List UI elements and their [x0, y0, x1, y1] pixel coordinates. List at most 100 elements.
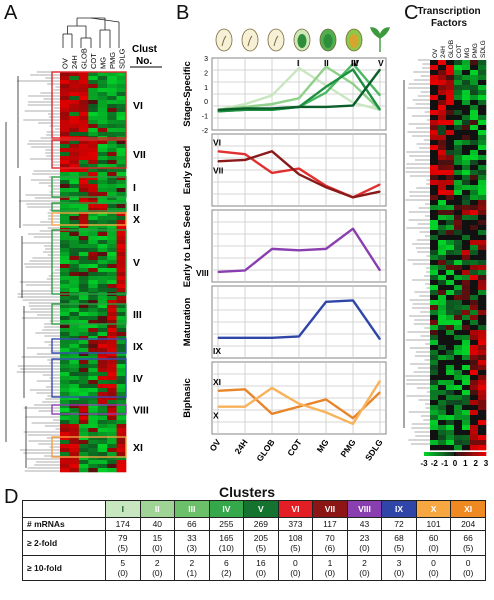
- heatmap-cell: [69, 264, 80, 269]
- tf-heatmap-cell: [430, 75, 439, 81]
- data-point: [298, 106, 300, 108]
- heatmap-cell: [88, 308, 99, 313]
- column-label: SDLG: [117, 48, 126, 69]
- tf-heatmap-cell: [462, 435, 471, 441]
- heatmap-cell: [78, 108, 89, 113]
- tf-heatmap-cell: [454, 145, 463, 151]
- tf-heatmap-cell: [446, 295, 455, 301]
- heatmap-cell: [69, 108, 80, 113]
- cluster-header-cell: VII: [312, 500, 348, 518]
- heatmap-cell: [60, 328, 70, 333]
- data-point: [271, 107, 273, 109]
- heatmap-cell: [107, 420, 117, 425]
- heatmap-cell: [116, 424, 127, 429]
- heatmap-cell: [97, 452, 108, 457]
- tf-heatmap-cell: [446, 285, 455, 291]
- heatmap-cell: [97, 236, 108, 241]
- heatmap-cell: [97, 468, 108, 473]
- tf-heatmap-cell: [438, 215, 447, 221]
- tf-heatmap-cell: [446, 95, 455, 101]
- heatmap-cell: [97, 316, 108, 321]
- data-point: [271, 413, 273, 415]
- tf-heatmap-cell: [478, 160, 487, 166]
- heatmap-cell: [97, 220, 108, 225]
- color-scale-swatch: [439, 452, 441, 456]
- heatmap-cell: [116, 288, 127, 293]
- data-point: [244, 337, 246, 339]
- tf-heatmap-cell: [470, 70, 479, 76]
- heatmap-cell: [88, 80, 99, 85]
- tf-heatmap-cell: [430, 80, 439, 86]
- heatmap-cell: [69, 352, 80, 357]
- tf-heatmap-cell: [462, 75, 471, 81]
- heatmap-cell: [116, 396, 127, 401]
- cell-count: 15: [152, 533, 163, 543]
- tf-heatmap-cell: [462, 135, 471, 141]
- series-label: II: [324, 58, 329, 68]
- heatmap-cell: [107, 336, 117, 341]
- heatmap-cell: [97, 400, 108, 405]
- heatmap-cell: [78, 172, 89, 177]
- heatmap-cell: [69, 392, 80, 397]
- tf-heatmap-cell: [446, 405, 455, 411]
- heatmap-cell: [107, 356, 117, 361]
- tf-heatmap-cell: [478, 230, 487, 236]
- tf-heatmap-cell: [430, 330, 439, 336]
- heatmap-cell: [116, 188, 127, 193]
- heatmap-cell: [97, 184, 108, 189]
- heatmap-cell: [88, 180, 99, 185]
- tf-heatmap-cell: [438, 250, 447, 256]
- tf-heatmap-cell: [478, 125, 487, 131]
- tf-heatmap-cell: [478, 200, 487, 206]
- table-cell: 5 (0): [105, 555, 141, 581]
- table-cell: 6 (2): [208, 555, 245, 581]
- color-scale-swatch: [458, 452, 460, 456]
- cell-tf-count: (0): [152, 568, 163, 578]
- heatmap-cell: [107, 352, 117, 357]
- heatmap-cell: [78, 100, 89, 105]
- embryo-icon: [247, 35, 253, 47]
- heatmap-cell: [69, 376, 80, 381]
- y-tick-label: 1: [204, 85, 208, 92]
- heatmap-cell: [78, 388, 89, 393]
- heatmap-cell: [78, 352, 89, 357]
- heatmap-cell: [116, 160, 127, 165]
- tf-heatmap-cell: [462, 330, 471, 336]
- heatmap-cell: [88, 456, 99, 461]
- cell-tf-count: (5): [290, 543, 301, 553]
- color-scale-swatch: [425, 452, 427, 456]
- heatmap-cell: [107, 324, 117, 329]
- tf-heatmap-cell: [430, 120, 439, 126]
- tf-heatmap-cell: [446, 155, 455, 161]
- heatmap-cell: [107, 132, 117, 137]
- heatmap-cell: [78, 240, 89, 245]
- tf-heatmap-cell: [462, 320, 471, 326]
- tf-heatmap-cell: [454, 410, 463, 416]
- heatmap-cell: [97, 388, 108, 393]
- cluster-header-cell: XI: [450, 500, 486, 518]
- tf-heatmap-cell: [470, 170, 479, 176]
- heatmap-cell: [107, 112, 117, 117]
- heatmap-cell: [88, 400, 99, 405]
- tf-heatmap-cell: [446, 420, 455, 426]
- tf-heatmap-cell: [462, 80, 471, 86]
- heatmap-cell: [78, 88, 89, 93]
- heatmap-cell: [107, 436, 117, 441]
- tf-heatmap-cell: [478, 340, 487, 346]
- heatmap-cell: [116, 312, 127, 317]
- tf-heatmap-cell: [430, 220, 439, 226]
- tf-heatmap-cell: [438, 360, 447, 366]
- heatmap-cell: [97, 396, 108, 401]
- heatmap-cell: [97, 464, 108, 469]
- heatmap-cell: [116, 192, 127, 197]
- heatmap-cell: [60, 344, 70, 349]
- heatmap-cell: [116, 152, 127, 157]
- data-point: [379, 338, 381, 340]
- tf-column-label: COT: [456, 44, 463, 58]
- tf-heatmap-cell: [430, 255, 439, 261]
- tf-heatmap-cell: [446, 305, 455, 311]
- heatmap-cell: [88, 432, 99, 437]
- heatmap-cell: [107, 272, 117, 277]
- cell-count: 0: [431, 558, 436, 568]
- data-point: [244, 103, 246, 105]
